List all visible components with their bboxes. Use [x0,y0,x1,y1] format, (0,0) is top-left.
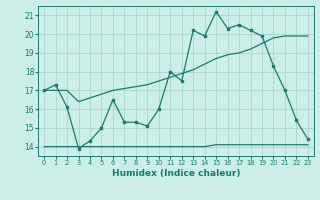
X-axis label: Humidex (Indice chaleur): Humidex (Indice chaleur) [112,169,240,178]
